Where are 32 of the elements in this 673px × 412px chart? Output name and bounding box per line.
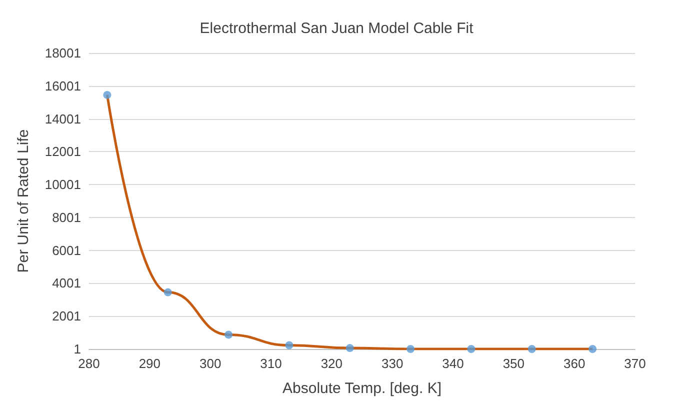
- y-axis-title: Per Unit of Rated Life: [15, 129, 32, 273]
- y-tick-label: 2001: [52, 308, 81, 324]
- x-axis-title: Absolute Temp. [deg. K]: [282, 380, 442, 397]
- x-tick-label: 310: [260, 356, 282, 371]
- y-tick-label: 6001: [52, 242, 81, 258]
- y-tick-label: 18001: [44, 46, 81, 60]
- x-tick-label: 320: [320, 356, 343, 371]
- y-tick-label: 12001: [44, 144, 81, 160]
- x-tick-label: 360: [563, 356, 586, 371]
- point: [588, 345, 597, 353]
- point: [164, 288, 172, 296]
- y-tick-label: 1: [74, 342, 81, 356]
- point: [467, 345, 476, 353]
- y-tick-label: 8001: [52, 210, 81, 225]
- chart-title: Electrothermal San Juan Model Cable Fit: [200, 20, 474, 37]
- point: [528, 345, 536, 353]
- y-tick-label: 14001: [44, 111, 81, 126]
- point: [346, 344, 354, 352]
- y-tick-label: 16001: [44, 78, 81, 94]
- point: [103, 90, 112, 99]
- x-tick-label: 350: [502, 356, 525, 371]
- y-tick-label: 10001: [44, 177, 81, 192]
- point: [285, 341, 294, 350]
- x-tick-label: 300: [199, 356, 222, 371]
- y-tick-label: 4001: [52, 276, 81, 291]
- x-tick-label: 330: [381, 356, 404, 371]
- x-tick-label: 290: [138, 356, 161, 371]
- x-tick-label: 340: [442, 356, 464, 371]
- point: [406, 345, 415, 353]
- x-tick-label: 370: [624, 356, 646, 371]
- point: [224, 330, 233, 339]
- x-tick-label: 280: [78, 356, 100, 371]
